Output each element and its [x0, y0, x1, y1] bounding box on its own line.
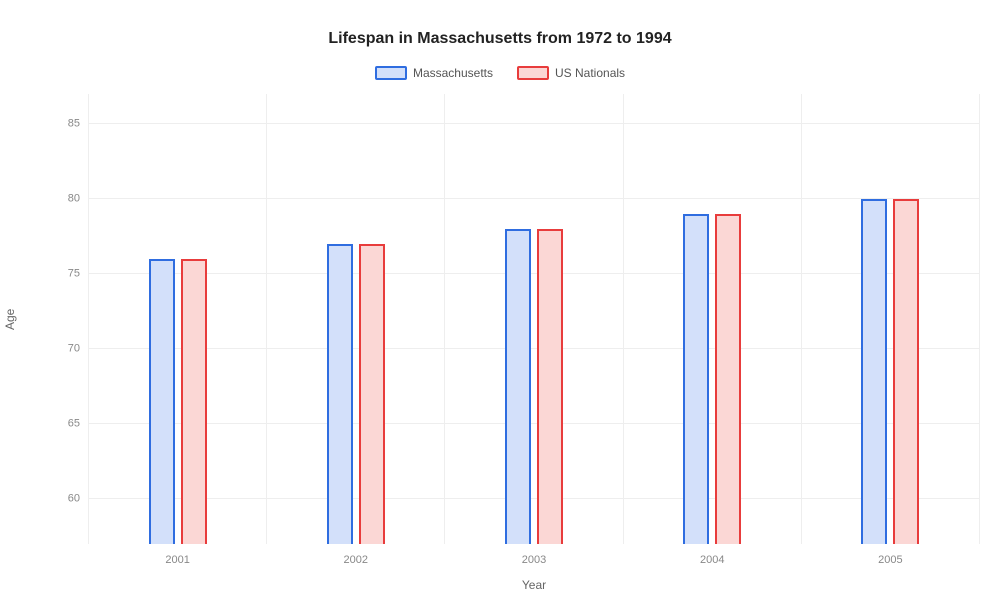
legend-label: US Nationals: [555, 66, 625, 80]
bar-group: 2002: [266, 94, 444, 544]
bar-us-nationals[interactable]: [715, 214, 741, 544]
legend-swatch-us-nationals: [517, 66, 549, 80]
chart-container: Lifespan in Massachusetts from 1972 to 1…: [0, 0, 1000, 600]
bar-us-nationals[interactable]: [359, 244, 385, 544]
x-tick: 2003: [522, 554, 546, 566]
y-tick: 75: [68, 269, 80, 280]
y-tick: 60: [68, 494, 80, 505]
bar-group: 2003: [444, 94, 622, 544]
x-axis-label: Year: [88, 578, 980, 592]
x-tick: 2005: [878, 554, 902, 566]
y-axis: 85 80 75 70 65 60: [60, 94, 88, 544]
bar-massachusetts[interactable]: [505, 229, 531, 544]
bar-massachusetts[interactable]: [327, 244, 353, 544]
legend-item-massachusetts[interactable]: Massachusetts: [375, 66, 493, 80]
legend: Massachusetts US Nationals: [20, 66, 980, 80]
bar-group: 2001: [88, 94, 266, 544]
y-tick: 85: [68, 119, 80, 130]
bar-group: 2005: [801, 94, 980, 544]
legend-swatch-massachusetts: [375, 66, 407, 80]
bar-massachusetts[interactable]: [861, 199, 887, 544]
chart-title: Lifespan in Massachusetts from 1972 to 1…: [20, 30, 980, 48]
legend-label: Massachusetts: [413, 66, 493, 80]
y-tick: 80: [68, 194, 80, 205]
x-tick: 2001: [165, 554, 189, 566]
bar-us-nationals[interactable]: [181, 259, 207, 544]
bar-us-nationals[interactable]: [537, 229, 563, 544]
legend-item-us-nationals[interactable]: US Nationals: [517, 66, 625, 80]
plot-area: 20012002200320042005: [88, 94, 980, 544]
bar-massachusetts[interactable]: [683, 214, 709, 544]
x-tick: 2002: [344, 554, 368, 566]
bar-group: 2004: [623, 94, 801, 544]
y-tick: 65: [68, 419, 80, 430]
bar-massachusetts[interactable]: [149, 259, 175, 544]
bar-us-nationals[interactable]: [893, 199, 919, 544]
x-tick: 2004: [700, 554, 724, 566]
y-axis-label: Age: [3, 309, 17, 330]
y-tick: 70: [68, 344, 80, 355]
plot-wrapper: 85 80 75 70 65 60 20012002200320042005: [20, 94, 980, 544]
